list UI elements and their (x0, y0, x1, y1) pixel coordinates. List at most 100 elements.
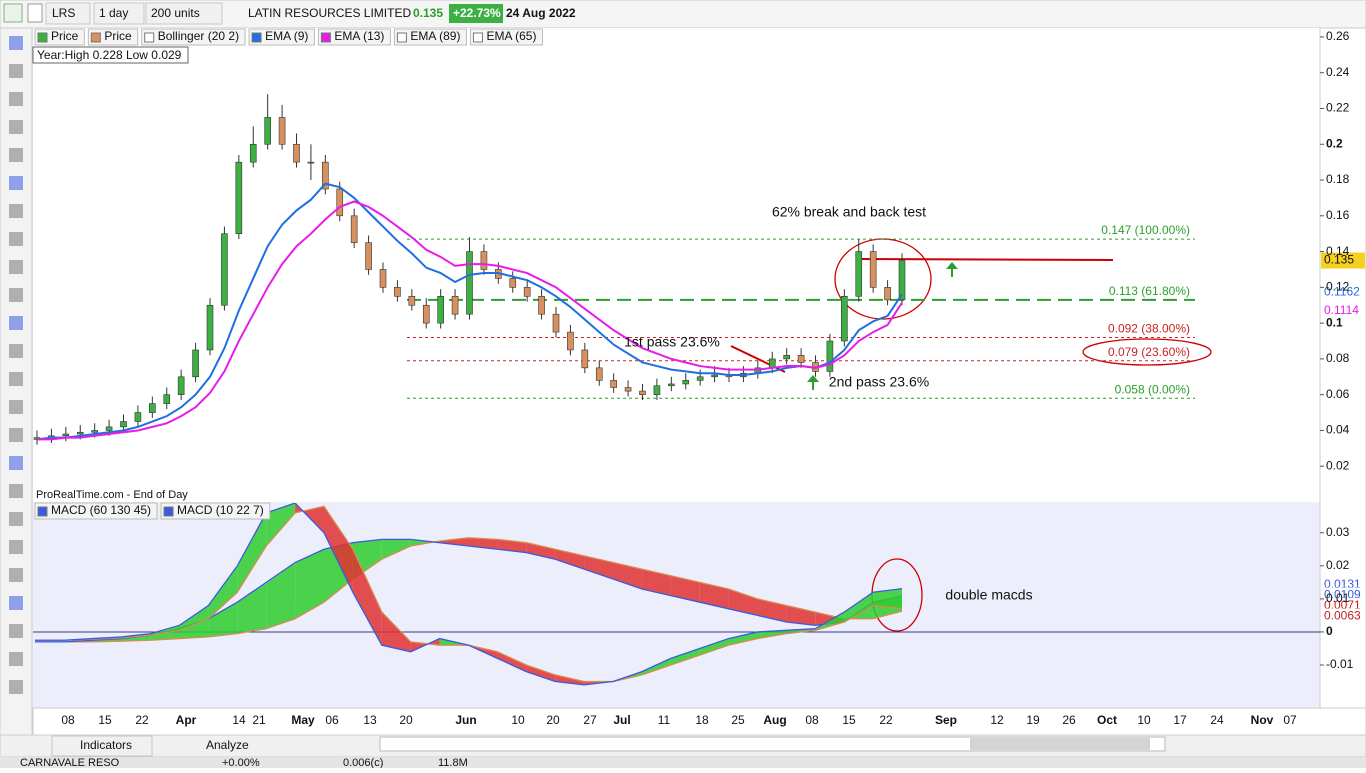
tool-icon[interactable] (9, 232, 23, 246)
macd-fill (497, 651, 527, 672)
legend-swatch[interactable] (396, 32, 407, 43)
symbol-box[interactable] (45, 2, 91, 25)
candle-body (797, 355, 805, 363)
fib-label: 0.079 (23.60%) (1108, 345, 1190, 359)
legend-label[interactable]: EMA (89) (410, 29, 460, 43)
tool-icon[interactable] (9, 316, 23, 330)
macd-fill (237, 512, 267, 593)
overlay: 0.147 (100.00%) 0.113 (61.80%) 0.092 (38.0… (624, 204, 1365, 625)
x-tick-label: 10 (1137, 713, 1151, 727)
app-icon[interactable] (3, 3, 23, 23)
legend-item[interactable] (248, 28, 315, 46)
x-tick-label: 15 (98, 713, 112, 727)
tool-icon[interactable] (9, 484, 23, 498)
legend-label[interactable]: EMA (9) (265, 29, 308, 43)
units-box[interactable] (145, 2, 223, 25)
up-arrow (946, 262, 958, 277)
legend-item[interactable] (317, 28, 391, 46)
x-tick-label: May (291, 713, 315, 727)
legend-swatch[interactable] (90, 32, 101, 43)
legend-label[interactable]: Price (51, 29, 79, 43)
legend-label[interactable]: MACD (60 130 45) (51, 503, 151, 517)
candle-body (350, 215, 358, 243)
tool-icon[interactable] (9, 148, 23, 162)
analyze[interactable]: Analyze (206, 738, 249, 752)
tool-icon[interactable] (9, 512, 23, 526)
legend-swatch[interactable] (472, 32, 483, 43)
value-badge (1321, 284, 1365, 301)
legend-swatch[interactable] (163, 506, 174, 517)
units[interactable]: 200 units (151, 6, 200, 20)
lock-icon[interactable] (27, 3, 43, 23)
date: 24 Aug 2022 (506, 6, 576, 20)
macd-fill (121, 635, 151, 642)
candle-body (437, 296, 444, 324)
x-tick-label: 14 (232, 713, 246, 727)
time-axis (32, 707, 1366, 736)
scroll-thumb[interactable] (970, 738, 1150, 750)
tool-icon[interactable] (9, 428, 23, 442)
tool-icon[interactable] (9, 204, 23, 218)
macd-fill (295, 549, 324, 619)
legend-item[interactable] (34, 502, 158, 520)
legend-label[interactable]: MACD (10 22 7) (177, 503, 264, 517)
legend-swatch[interactable] (251, 32, 262, 43)
tool-icon[interactable] (9, 288, 23, 302)
tool-icon[interactable] (9, 456, 23, 470)
fib-label: 0.092 (38.00%) (1108, 322, 1190, 336)
tool-icon[interactable] (9, 400, 23, 414)
legend-label[interactable]: Price (104, 29, 132, 43)
scrollbar[interactable] (379, 736, 1166, 752)
symbol[interactable]: LRS (52, 6, 75, 20)
candle-body (567, 331, 574, 351)
candle-body (682, 380, 690, 385)
period[interactable]: 1 day (99, 6, 128, 20)
legend-item[interactable] (141, 28, 246, 46)
status-text: CARNAVALE RESO (20, 757, 120, 768)
tool-icon[interactable] (9, 120, 23, 134)
tool-icon[interactable] (9, 540, 23, 554)
legend-swatch[interactable] (37, 506, 48, 517)
x-tick-label: 20 (546, 713, 560, 727)
tool-icon[interactable] (9, 596, 23, 610)
tool-icon[interactable] (9, 680, 23, 694)
candle-body (610, 380, 617, 388)
tool-icon[interactable] (9, 624, 23, 638)
macd-fill (728, 588, 758, 616)
y-tick-label: 0.26 (1326, 29, 1350, 43)
tool-icon[interactable] (9, 64, 23, 78)
macd-fill (381, 539, 411, 560)
tool-icon[interactable] (9, 652, 23, 666)
indicators[interactable]: Indicators (80, 738, 132, 752)
legend-label[interactable]: EMA (13) (334, 29, 384, 43)
macd-fill (584, 555, 613, 580)
candle-body (841, 296, 848, 342)
macd-fill (641, 658, 671, 675)
year-range: Year:High 0.228 Low 0.029 (37, 48, 182, 62)
legend-label[interactable]: EMA (65) (486, 29, 536, 43)
legend-item[interactable] (469, 28, 543, 46)
y-tick-label: -0.01 (1326, 657, 1354, 671)
legend-item[interactable] (393, 28, 467, 46)
tool-icon[interactable] (9, 92, 23, 106)
candle-body (768, 358, 776, 369)
candle-body (653, 385, 661, 395)
x-tick-label: 27 (583, 713, 597, 727)
legend-swatch[interactable] (37, 32, 48, 43)
legend-swatch[interactable] (320, 32, 331, 43)
tool-icon[interactable] (9, 372, 23, 386)
tool-icon[interactable] (9, 344, 23, 358)
tool-icon[interactable] (9, 260, 23, 274)
tool-icon[interactable] (9, 36, 23, 50)
period-box[interactable] (93, 2, 145, 25)
candle-body (76, 431, 84, 435)
tool-icon[interactable] (9, 176, 23, 190)
legend-label[interactable]: Bollinger (20 2) (158, 29, 239, 43)
legend-swatch[interactable] (144, 32, 155, 43)
legend-item[interactable] (160, 502, 271, 520)
value-badge-label: 0.0063 (1324, 609, 1361, 623)
indicators-button[interactable] (51, 735, 153, 757)
tool-icon[interactable] (9, 568, 23, 582)
candle-body (307, 161, 315, 164)
candle-body (595, 367, 603, 381)
